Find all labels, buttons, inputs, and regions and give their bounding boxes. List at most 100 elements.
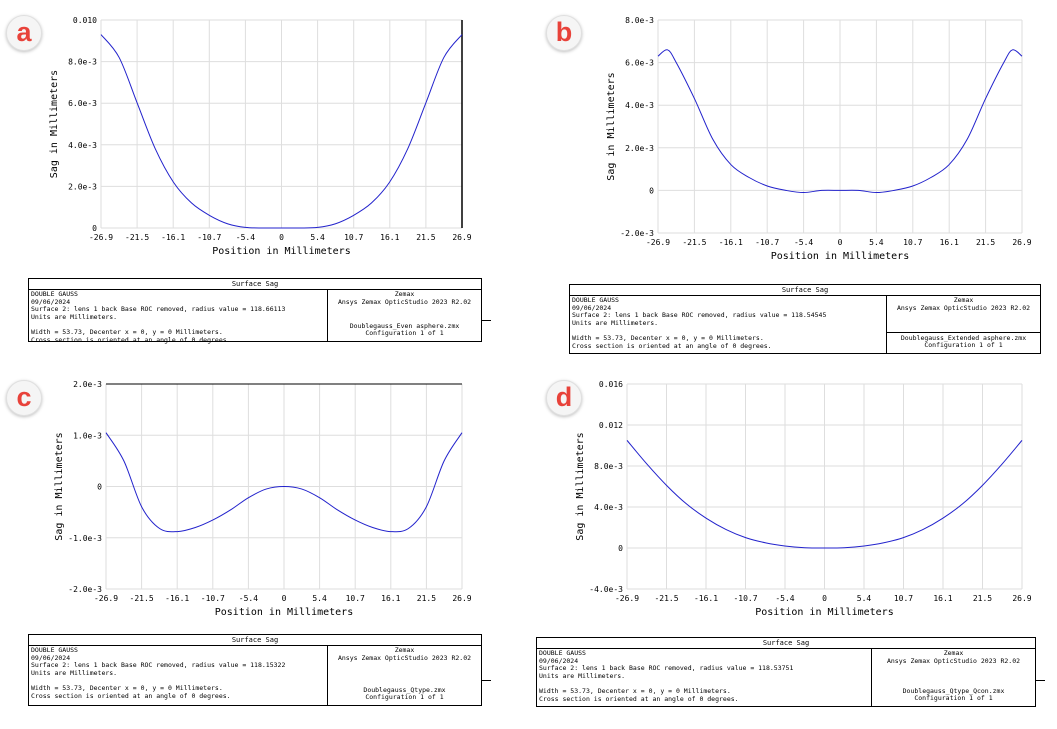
- info-line: Zemax: [394, 290, 415, 298]
- y-tick-label: 8.0e-3: [594, 462, 623, 471]
- info-software: Zemax Ansys Zemax OpticStudio 2023 R2.02: [887, 296, 1040, 312]
- sag-curve-b: [657, 49, 1023, 194]
- info-line: Cross section is oriented at an angle of…: [31, 335, 231, 344]
- info-line: Surface 2: lens 1 back Base ROC removed,…: [31, 305, 286, 314]
- x-axis-label: Position in Millimeters: [212, 246, 350, 257]
- x-tick-label: -5.4: [236, 233, 255, 242]
- x-tick-label: 21.5: [976, 238, 995, 247]
- info-line: 09/06/2024: [31, 653, 71, 662]
- panel-label-c: c: [6, 380, 42, 416]
- x-tick-label: 21.5: [416, 233, 435, 242]
- info-line: Width = 53.73, Decenter x = 0, y = 0 Mil…: [539, 686, 731, 695]
- info-line: Configuration 1 of 1: [365, 693, 444, 702]
- info-file: Doublegauss_Even asphere.zmx Configuratio…: [328, 322, 481, 338]
- y-axis-label: Sag in Millimeters: [606, 72, 617, 180]
- info-line: Doublegauss_Extended asphere.zmx: [900, 333, 1027, 342]
- info-software: Zemax Ansys Zemax OpticStudio 2023 R2.02: [872, 649, 1035, 665]
- info-title: Surface Sag: [29, 279, 481, 290]
- info-software: Zemax Ansys Zemax OpticStudio 2023 R2.02: [328, 646, 481, 662]
- info-line: Cross section is oriented at an angle of…: [31, 691, 231, 700]
- x-axis-label: Position in Millimeters: [215, 607, 353, 618]
- info-box-c: Surface Sag DOUBLE GAUSS 09/06/2024 Surface…: [28, 634, 482, 706]
- x-tick-label: 16.1: [381, 594, 400, 603]
- info-left-text: DOUBLE GAUSS 09/06/2024 Surface 2: lens 1 …: [572, 296, 827, 350]
- info-line: Doublegauss_Qtype.zmx: [363, 685, 446, 694]
- x-tick-label: 0: [838, 238, 843, 247]
- y-tick-label: -1.0e-3: [68, 534, 102, 543]
- y-axis-label: Sag in Millimeters: [54, 432, 65, 540]
- info-line: Units are Millimeters.: [572, 318, 659, 327]
- x-tick-label: 26.9: [1012, 594, 1031, 603]
- info-line: Doublegauss_Qtype_Qcon.zmx: [902, 686, 1005, 695]
- info-line: Zemax: [394, 646, 415, 654]
- info-right-panel: Zemax Ansys Zemax OpticStudio 2023 R2.02 D…: [886, 295, 1040, 353]
- chart-group-d: -26.9 -21.5 -16.1 -10.7 -5.4 0 5.4 10.7 16.1 21.5…: [575, 380, 1032, 618]
- x-tick-label: -26.9: [89, 233, 113, 242]
- x-tick-label: -21.5: [125, 233, 149, 242]
- info-title: Surface Sag: [29, 635, 481, 646]
- y-tick-label: 4.0e-3: [625, 101, 654, 110]
- y-tick-label: 0: [92, 224, 97, 233]
- info-file: Doublegauss_Qtype.zmx Configuration 1 of …: [328, 685, 481, 702]
- info-title: Surface Sag: [570, 285, 1040, 296]
- x-tick-label: -26.9: [94, 594, 118, 603]
- chart-group-b: -26.9 -21.5 -16.1 -10.7 -5.4 0 5.4 10.7 16.1 21.5…: [606, 16, 1032, 262]
- info-line: DOUBLE GAUSS: [539, 649, 586, 657]
- y-tick-label: 0.010: [73, 16, 97, 25]
- x-tick-label: 26.9: [452, 233, 471, 242]
- info-line: Surface 2: lens 1 back Base ROC removed,…: [31, 661, 286, 670]
- info-line: Width = 53.73, Decenter x = 0, y = 0 Mil…: [572, 333, 764, 342]
- x-tick-label: -5.4: [775, 594, 794, 603]
- x-tick-label: 0: [279, 233, 284, 242]
- info-left-text: DOUBLE GAUSS 09/06/2024 Surface 2: lens 1 …: [31, 290, 286, 344]
- y-axis-label: Sag in Millimeters: [49, 70, 60, 178]
- info-software: Zemax Ansys Zemax OpticStudio 2023 R2.02: [328, 290, 481, 306]
- x-axis-label: Position in Millimeters: [771, 251, 909, 262]
- info-line: Surface 2: lens 1 back Base ROC removed,…: [572, 311, 827, 320]
- x-tick-label: 10.7: [344, 233, 363, 242]
- x-tick-label: 26.9: [1012, 238, 1031, 247]
- x-tick-label: -10.7: [733, 594, 757, 603]
- x-tick-label: 16.1: [940, 238, 959, 247]
- info-box-a: Surface Sag DOUBLE GAUSS 09/06/2024 Surface…: [28, 278, 482, 344]
- info-line: Units are Millimeters.: [31, 668, 118, 677]
- sag-curve-d: [626, 440, 1023, 549]
- info-file: Doublegauss_Extended asphere.zmx Configur…: [887, 331, 1040, 350]
- sag-curve-a: [100, 34, 463, 229]
- x-tick-label: 16.1: [380, 233, 399, 242]
- info-line: Ansys Zemax OpticStudio 2023 R2.02: [337, 297, 472, 306]
- info-line: Ansys Zemax OpticStudio 2023 R2.02: [886, 656, 1021, 665]
- y-tick-label: 4.0e-3: [68, 141, 97, 150]
- x-tick-label: 5.4: [310, 233, 325, 242]
- x-tick-label: 0: [282, 594, 287, 603]
- info-line: Units are Millimeters.: [31, 312, 118, 321]
- info-box-d: Surface Sag DOUBLE GAUSS 09/06/2024 Surface…: [536, 637, 1036, 707]
- x-tick-label: 5.4: [857, 594, 872, 603]
- panel-label-d: d: [546, 380, 582, 416]
- x-tick-label: 21.5: [417, 594, 436, 603]
- x-tick-label: 16.1: [933, 594, 952, 603]
- y-tick-label: 0: [618, 544, 623, 553]
- x-tick-label: -10.7: [755, 238, 779, 247]
- y-tick-label: 0.016: [599, 380, 623, 389]
- x-tick-label: -10.7: [197, 233, 221, 242]
- y-tick-label: 6.0e-3: [68, 99, 97, 108]
- x-tick-label: 26.9: [452, 594, 471, 603]
- info-line: 09/06/2024: [572, 303, 612, 312]
- y-axis-label: Sag in Millimeters: [575, 432, 586, 540]
- info-title: Surface Sag: [537, 638, 1035, 649]
- x-tick-label: -10.7: [201, 594, 225, 603]
- y-tick-label: 0: [649, 186, 654, 195]
- y-tick-label: 6.0e-3: [625, 59, 654, 68]
- dash-mark-c: [482, 680, 491, 681]
- info-line: Width = 53.73, Decenter x = 0, y = 0 Mil…: [31, 327, 223, 336]
- y-tick-label: -2.0e-3: [620, 229, 654, 238]
- info-line: Units are Millimeters.: [539, 671, 626, 680]
- y-tick-label: 0.012: [599, 421, 623, 430]
- info-right-panel: Zemax Ansys Zemax OpticStudio 2023 R2.02 D…: [327, 289, 481, 341]
- info-line: Ansys Zemax OpticStudio 2023 R2.02: [337, 653, 472, 662]
- x-tick-label: 10.7: [903, 238, 922, 247]
- dash-mark-d: [1036, 680, 1045, 681]
- x-tick-label: -5.4: [239, 594, 258, 603]
